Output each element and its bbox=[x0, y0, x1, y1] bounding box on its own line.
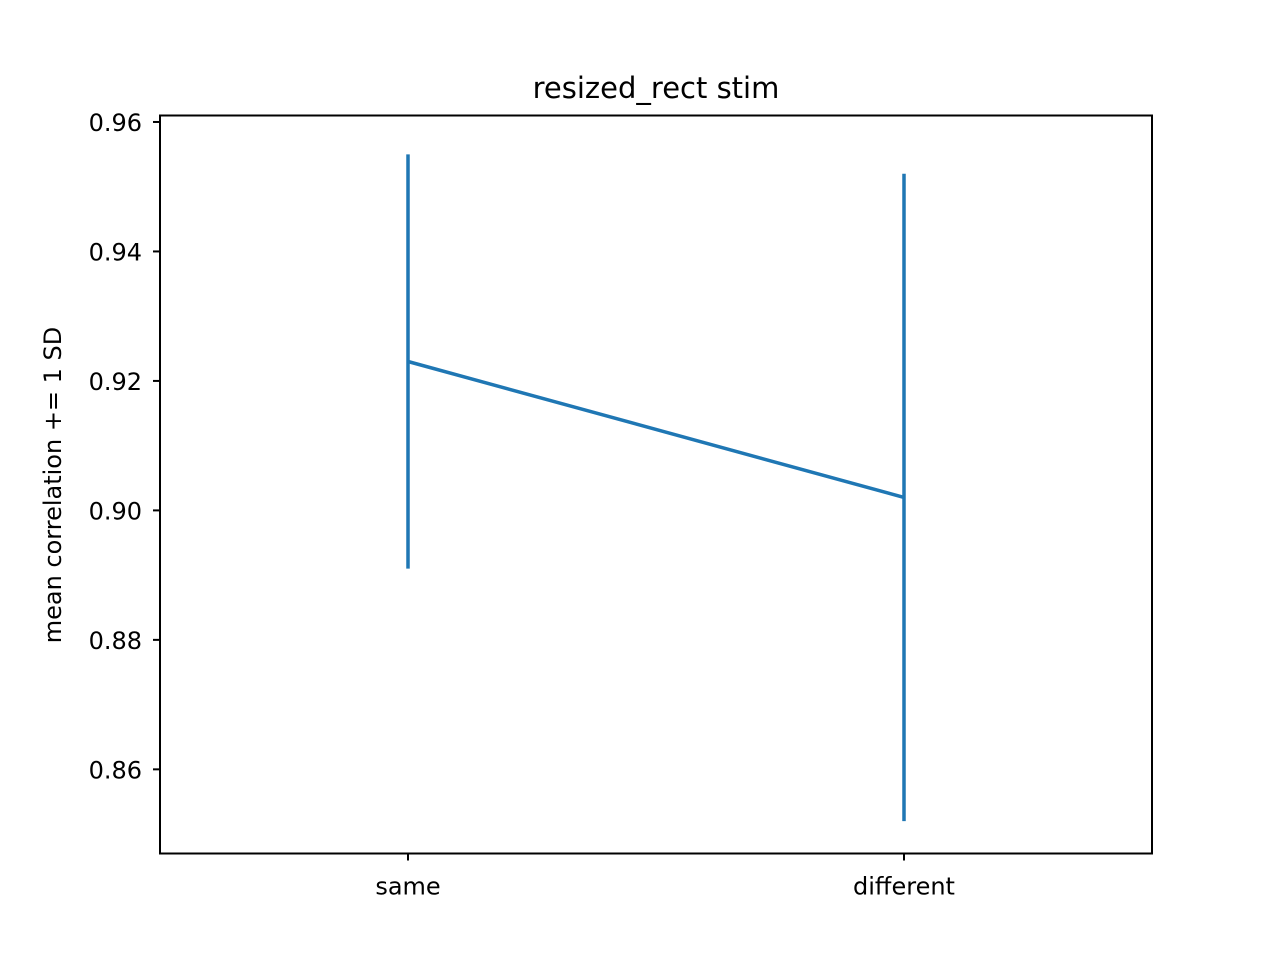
axes: 0.86 0.88 0.90 0.92 0.94 0.96 same different bbox=[89, 109, 955, 901]
chart-title: resized_rect stim bbox=[533, 71, 780, 105]
y-tick-label: 0.96 bbox=[89, 109, 142, 137]
y-tick-label: 0.88 bbox=[89, 627, 142, 655]
y-axis-label: mean correlation += 1 SD bbox=[39, 327, 67, 644]
x-tick-label: same bbox=[375, 873, 440, 901]
x-tick-label: different bbox=[853, 873, 955, 901]
plot-frame bbox=[159, 114, 1153, 855]
y-tick-label: 0.94 bbox=[89, 238, 142, 266]
y-tick-label: 0.86 bbox=[89, 756, 142, 784]
y-tick-label: 0.92 bbox=[89, 368, 142, 396]
chart-marks bbox=[406, 154, 906, 822]
series-line-0 bbox=[407, 359, 905, 500]
y-tick-label: 0.90 bbox=[89, 497, 142, 525]
